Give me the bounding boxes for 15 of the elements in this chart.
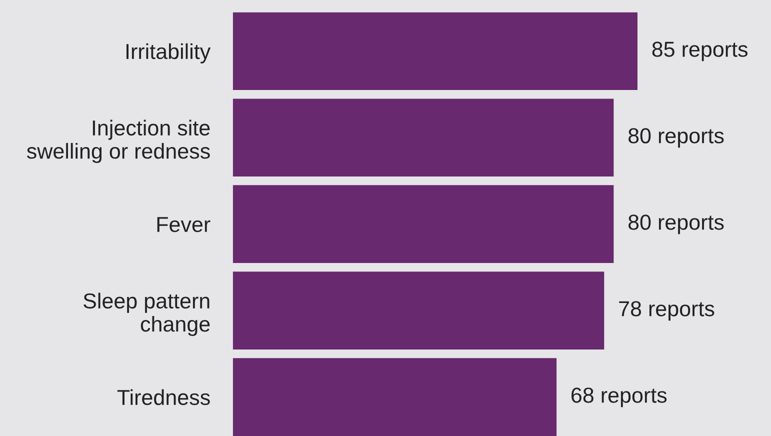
y-tick-label: Injection site swelling or redness (26, 120, 210, 164)
bar (232, 185, 614, 264)
y-tick-label: Irritability (126, 43, 211, 64)
data-label: 85 reports (652, 42, 748, 62)
y-tick-label: Tiredness (117, 389, 210, 406)
y-tick-label: Sleep pattern change (84, 292, 210, 336)
data-label: 80 reports (628, 214, 724, 234)
data-label: 78 reports (619, 301, 714, 321)
data-label: 68 reports (572, 388, 667, 408)
bar (232, 98, 614, 177)
bar (232, 12, 638, 90)
bar (232, 272, 604, 350)
y-tick-label: Fever (157, 217, 210, 232)
bar (232, 358, 557, 436)
data-label: 80 reports (628, 128, 724, 148)
